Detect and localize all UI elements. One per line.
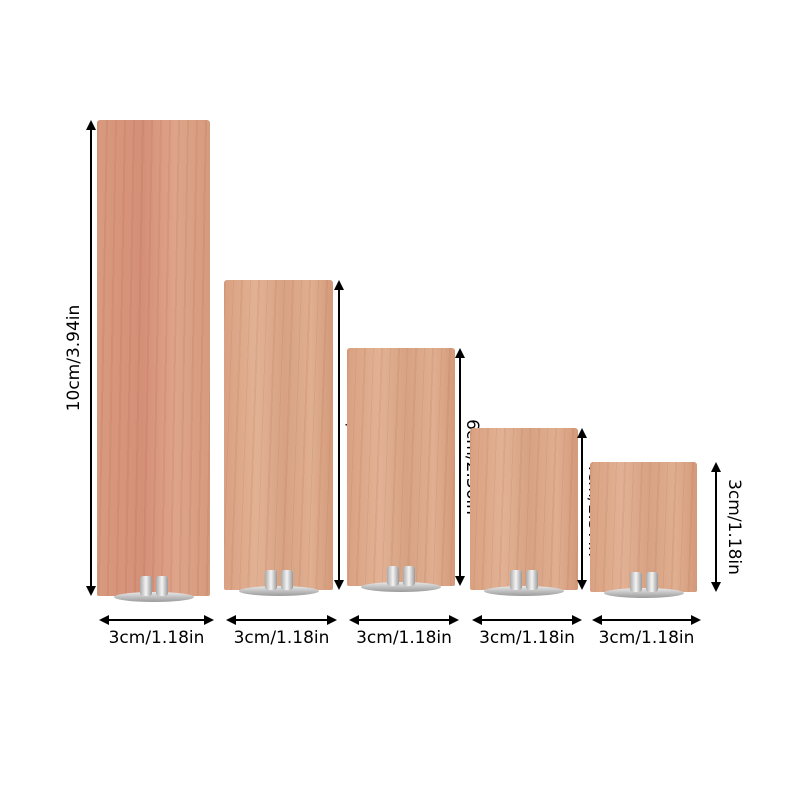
width-arrow — [600, 619, 693, 621]
wood-wick — [347, 348, 455, 586]
arrowhead-down — [334, 580, 344, 590]
wood-wick — [590, 462, 697, 592]
arrowhead-down — [711, 582, 721, 592]
width-label: 3cm/1.18in — [108, 628, 205, 648]
arrowhead-left — [472, 615, 482, 625]
arrowhead-right — [449, 615, 459, 625]
arrowhead-up — [334, 280, 344, 290]
metal-clip — [113, 576, 194, 602]
height-label: 3cm/1.18in — [724, 479, 744, 575]
arrowhead-right — [691, 615, 701, 625]
height-arrow — [90, 128, 92, 588]
arrowhead-down — [577, 580, 587, 590]
wood-wick — [470, 428, 578, 590]
arrowhead-up — [455, 348, 465, 358]
arrowhead-right — [572, 615, 582, 625]
width-label: 3cm/1.18in — [356, 628, 452, 648]
arrowhead-left — [99, 615, 109, 625]
height-arrow — [581, 436, 583, 582]
width-label: 3cm/1.18in — [233, 628, 330, 648]
arrowhead-right — [327, 615, 337, 625]
height-label: 10cm/3.94in — [64, 304, 84, 412]
arrowhead-up — [577, 428, 587, 438]
arrowhead-up — [86, 120, 96, 130]
arrowhead-right — [204, 615, 214, 625]
wood-wick — [224, 280, 333, 590]
metal-clip — [484, 570, 564, 596]
metal-clip — [603, 572, 684, 598]
width-label: 3cm/1.18in — [598, 628, 695, 648]
metal-clip — [361, 566, 441, 592]
arrowhead-down — [86, 586, 96, 596]
width-arrow — [480, 619, 574, 621]
width-arrow — [357, 619, 451, 621]
arrowhead-left — [226, 615, 236, 625]
arrowhead-down — [455, 576, 465, 586]
width-arrow — [234, 619, 329, 621]
height-arrow — [715, 470, 717, 584]
wood-wick — [97, 120, 210, 596]
width-arrow — [107, 619, 206, 621]
height-arrow — [338, 288, 340, 582]
arrowhead-left — [592, 615, 602, 625]
height-arrow — [459, 356, 461, 578]
metal-clip — [238, 570, 319, 596]
width-label: 3cm/1.18in — [479, 628, 575, 648]
arrowhead-left — [349, 615, 359, 625]
arrowhead-up — [711, 462, 721, 472]
